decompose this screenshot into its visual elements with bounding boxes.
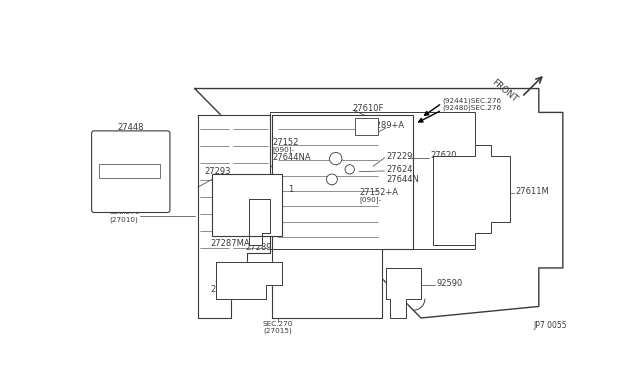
Bar <box>270 112 476 249</box>
Bar <box>212 174 282 235</box>
Text: SEC.270: SEC.270 <box>262 321 293 327</box>
Text: [090]-: [090]- <box>272 146 294 153</box>
Text: 27448: 27448 <box>117 122 143 132</box>
Text: 27289: 27289 <box>245 243 271 251</box>
Polygon shape <box>433 145 510 245</box>
Text: [090]-: [090]- <box>359 196 381 203</box>
Polygon shape <box>386 268 421 318</box>
Text: 27610F: 27610F <box>353 104 384 113</box>
Bar <box>355 118 378 135</box>
Text: (27010): (27010) <box>109 216 138 223</box>
Polygon shape <box>216 262 282 299</box>
Text: 27287MA: 27287MA <box>210 239 250 248</box>
Text: 92590: 92590 <box>436 279 463 288</box>
Text: 27152+A: 27152+A <box>359 188 398 197</box>
Polygon shape <box>272 115 413 318</box>
Bar <box>99 164 160 178</box>
Text: 27289+A: 27289+A <box>365 121 404 130</box>
Circle shape <box>326 174 337 185</box>
Text: 1: 1 <box>288 185 293 194</box>
Text: 27620: 27620 <box>430 151 457 160</box>
Text: 27293: 27293 <box>204 167 230 176</box>
Text: FRONT: FRONT <box>490 78 518 104</box>
Circle shape <box>345 165 355 174</box>
Text: (92441)SEC.276: (92441)SEC.276 <box>443 97 502 104</box>
Text: JP7 0055: JP7 0055 <box>533 321 566 330</box>
Text: (92480)SEC.276: (92480)SEC.276 <box>443 105 502 111</box>
Text: (27015): (27015) <box>263 328 292 334</box>
Polygon shape <box>249 199 270 245</box>
Text: 27611M: 27611M <box>516 187 549 196</box>
FancyBboxPatch shape <box>92 131 170 212</box>
Circle shape <box>330 153 342 165</box>
Polygon shape <box>198 115 270 318</box>
Text: 27287H: 27287H <box>210 285 243 294</box>
Text: 27644N: 27644N <box>386 175 419 184</box>
Text: 27152: 27152 <box>272 138 299 147</box>
Text: 27624: 27624 <box>386 165 413 174</box>
Text: SEC.270: SEC.270 <box>109 209 140 215</box>
Text: 27644NA: 27644NA <box>272 153 311 162</box>
Text: 27229: 27229 <box>386 152 413 161</box>
